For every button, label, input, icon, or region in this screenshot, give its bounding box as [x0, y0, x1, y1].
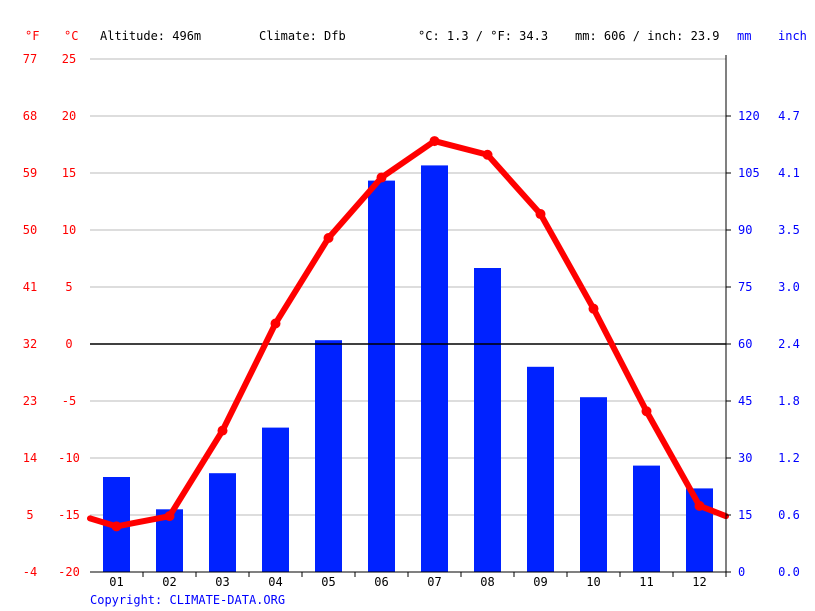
temperature-point — [323, 232, 334, 243]
inch-tick-label: 3.5 — [778, 223, 800, 237]
mm-tick-label: 30 — [738, 451, 752, 465]
precipitation-total-label: mm: 606 / inch: 23.9 — [575, 29, 720, 43]
climate-label: Climate: Dfb — [259, 29, 346, 43]
average-temperature-label: °C: 1.3 / °F: 34.3 — [418, 29, 548, 43]
mm-tick-label: 45 — [738, 394, 752, 408]
celsius-tick-label: 25 — [62, 52, 76, 66]
inch-tick-label: 0.0 — [778, 565, 800, 579]
precipitation-bar — [474, 268, 501, 572]
precipitation-bars — [103, 165, 713, 572]
celsius-tick-label: 10 — [62, 223, 76, 237]
mm-tick-label: 90 — [738, 223, 752, 237]
precipitation-bar — [262, 427, 289, 572]
mm-tick-label: 15 — [738, 508, 752, 522]
fahrenheit-tick-label: 41 — [23, 280, 37, 294]
temperature-point — [376, 172, 387, 183]
month-label: 05 — [321, 575, 335, 589]
month-label: 07 — [427, 575, 441, 589]
month-label: 11 — [639, 575, 653, 589]
tick-labels: 2520151050-5-10-15-2077685950413223145-4… — [23, 52, 800, 589]
month-label: 08 — [480, 575, 494, 589]
fahrenheit-tick-label: -4 — [23, 565, 37, 579]
month-label: 09 — [533, 575, 547, 589]
mm-tick-label: 120 — [738, 109, 760, 123]
precipitation-bar — [527, 366, 554, 572]
celsius-unit-label: °C — [64, 29, 78, 43]
temperature-point — [482, 149, 493, 160]
fahrenheit-tick-label: 32 — [23, 337, 37, 351]
precipitation-bar — [580, 397, 607, 572]
inch-tick-label: 2.4 — [778, 337, 800, 351]
axes — [90, 55, 731, 577]
inch-tick-label: 1.2 — [778, 451, 800, 465]
fahrenheit-tick-label: 5 — [26, 508, 33, 522]
month-label: 06 — [374, 575, 388, 589]
temperature-point — [164, 511, 175, 522]
fahrenheit-tick-label: 77 — [23, 52, 37, 66]
precipitation-bar — [315, 340, 342, 572]
temperature-point — [694, 500, 705, 511]
inch-tick-label: 0.6 — [778, 508, 800, 522]
temperature-point — [111, 521, 122, 532]
grid-lines — [90, 58, 726, 516]
temperature-line — [87, 136, 729, 532]
temperature-point — [270, 318, 281, 329]
precipitation-bar — [421, 165, 448, 572]
celsius-tick-label: 20 — [62, 109, 76, 123]
inch-tick-label: 3.0 — [778, 280, 800, 294]
temperature-point — [535, 209, 546, 220]
celsius-tick-label: 0 — [65, 337, 72, 351]
celsius-tick-label: 15 — [62, 166, 76, 180]
mm-tick-label: 75 — [738, 280, 752, 294]
month-label: 10 — [586, 575, 600, 589]
temperature-point — [588, 303, 599, 314]
mm-unit-label: mm — [737, 29, 751, 43]
temperature-point — [429, 136, 440, 147]
temperature-point — [217, 425, 228, 436]
celsius-tick-label: -15 — [58, 508, 80, 522]
mm-tick-label: 0 — [738, 565, 745, 579]
fahrenheit-tick-label: 50 — [23, 223, 37, 237]
inch-tick-label: 4.7 — [778, 109, 800, 123]
fahrenheit-tick-label: 59 — [23, 166, 37, 180]
inch-tick-label: 4.1 — [778, 166, 800, 180]
fahrenheit-tick-label: 14 — [23, 451, 37, 465]
inch-unit-label: inch — [778, 29, 807, 43]
fahrenheit-unit-label: °F — [25, 29, 39, 43]
precipitation-bar — [633, 465, 660, 572]
month-label: 02 — [162, 575, 176, 589]
altitude-label: Altitude: 496m — [100, 29, 201, 43]
precipitation-bar — [209, 473, 236, 572]
precipitation-bar — [368, 180, 395, 572]
temperature-polyline — [87, 138, 729, 530]
fahrenheit-tick-label: 23 — [23, 394, 37, 408]
temperature-point — [641, 406, 652, 417]
mm-tick-label: 105 — [738, 166, 760, 180]
celsius-tick-label: -20 — [58, 565, 80, 579]
celsius-tick-label: -10 — [58, 451, 80, 465]
celsius-tick-label: 5 — [65, 280, 72, 294]
inch-tick-label: 1.8 — [778, 394, 800, 408]
mm-tick-label: 60 — [738, 337, 752, 351]
celsius-tick-label: -5 — [62, 394, 76, 408]
copyright-label[interactable]: Copyright: CLIMATE-DATA.ORG — [90, 593, 285, 607]
month-label: 12 — [692, 575, 706, 589]
month-label: 03 — [215, 575, 229, 589]
month-label: 01 — [109, 575, 123, 589]
fahrenheit-tick-label: 68 — [23, 109, 37, 123]
month-label: 04 — [268, 575, 282, 589]
